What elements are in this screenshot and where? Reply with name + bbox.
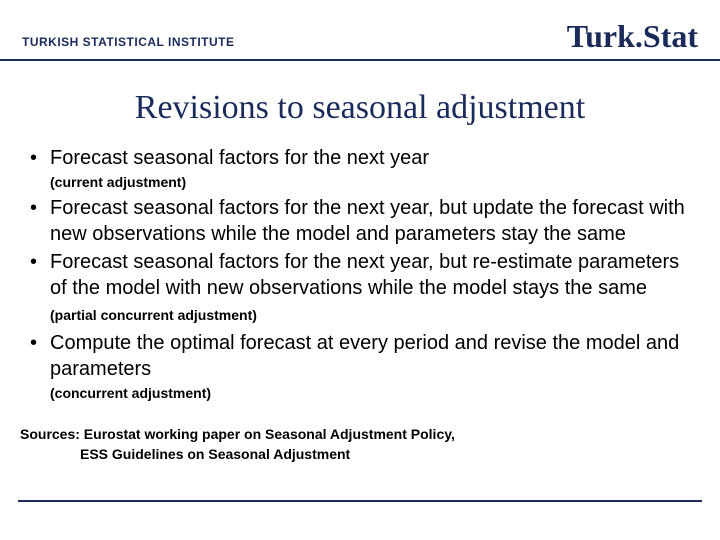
bullet-note: (concurrent adjustment) <box>50 384 690 402</box>
list-item: • Forecast seasonal factors for the next… <box>30 249 690 328</box>
list-item: • Forecast seasonal factors for the next… <box>30 145 690 171</box>
bullet-icon: • <box>30 249 50 275</box>
page-title: Revisions to seasonal adjustment <box>20 89 700 127</box>
bullet-inline-note: (partial concurrent adjustment) <box>50 307 257 323</box>
bullet-list: • Forecast seasonal factors for the next… <box>0 145 720 402</box>
brand-logo: Turk.Stat <box>567 18 698 55</box>
bullet-text: Forecast seasonal factors for the next y… <box>50 195 690 247</box>
sources-line-1: Sources: Eurostat working paper on Seaso… <box>20 424 700 444</box>
bullet-icon: • <box>30 195 50 221</box>
header-bar: TURKISH STATISTICAL INSTITUTE Turk.Stat <box>0 0 720 61</box>
bullet-text: Forecast seasonal factors for the next y… <box>50 249 690 328</box>
bullet-text: Compute the optimal forecast at every pe… <box>50 330 690 382</box>
sources-line-2: ESS Guidelines on Seasonal Adjustment <box>20 444 700 464</box>
list-item: • Compute the optimal forecast at every … <box>30 330 690 382</box>
sources-block: Sources: Eurostat working paper on Seaso… <box>0 424 720 464</box>
list-item: • Forecast seasonal factors for the next… <box>30 195 690 247</box>
bullet-icon: • <box>30 330 50 356</box>
bullet-text-main: Forecast seasonal factors for the next y… <box>50 251 679 299</box>
footer-divider <box>18 500 702 502</box>
bullet-text: Forecast seasonal factors for the next y… <box>50 145 429 171</box>
bullet-note: (current adjustment) <box>50 173 690 191</box>
bullet-icon: • <box>30 145 50 171</box>
institute-name: TURKISH STATISTICAL INSTITUTE <box>22 35 235 55</box>
